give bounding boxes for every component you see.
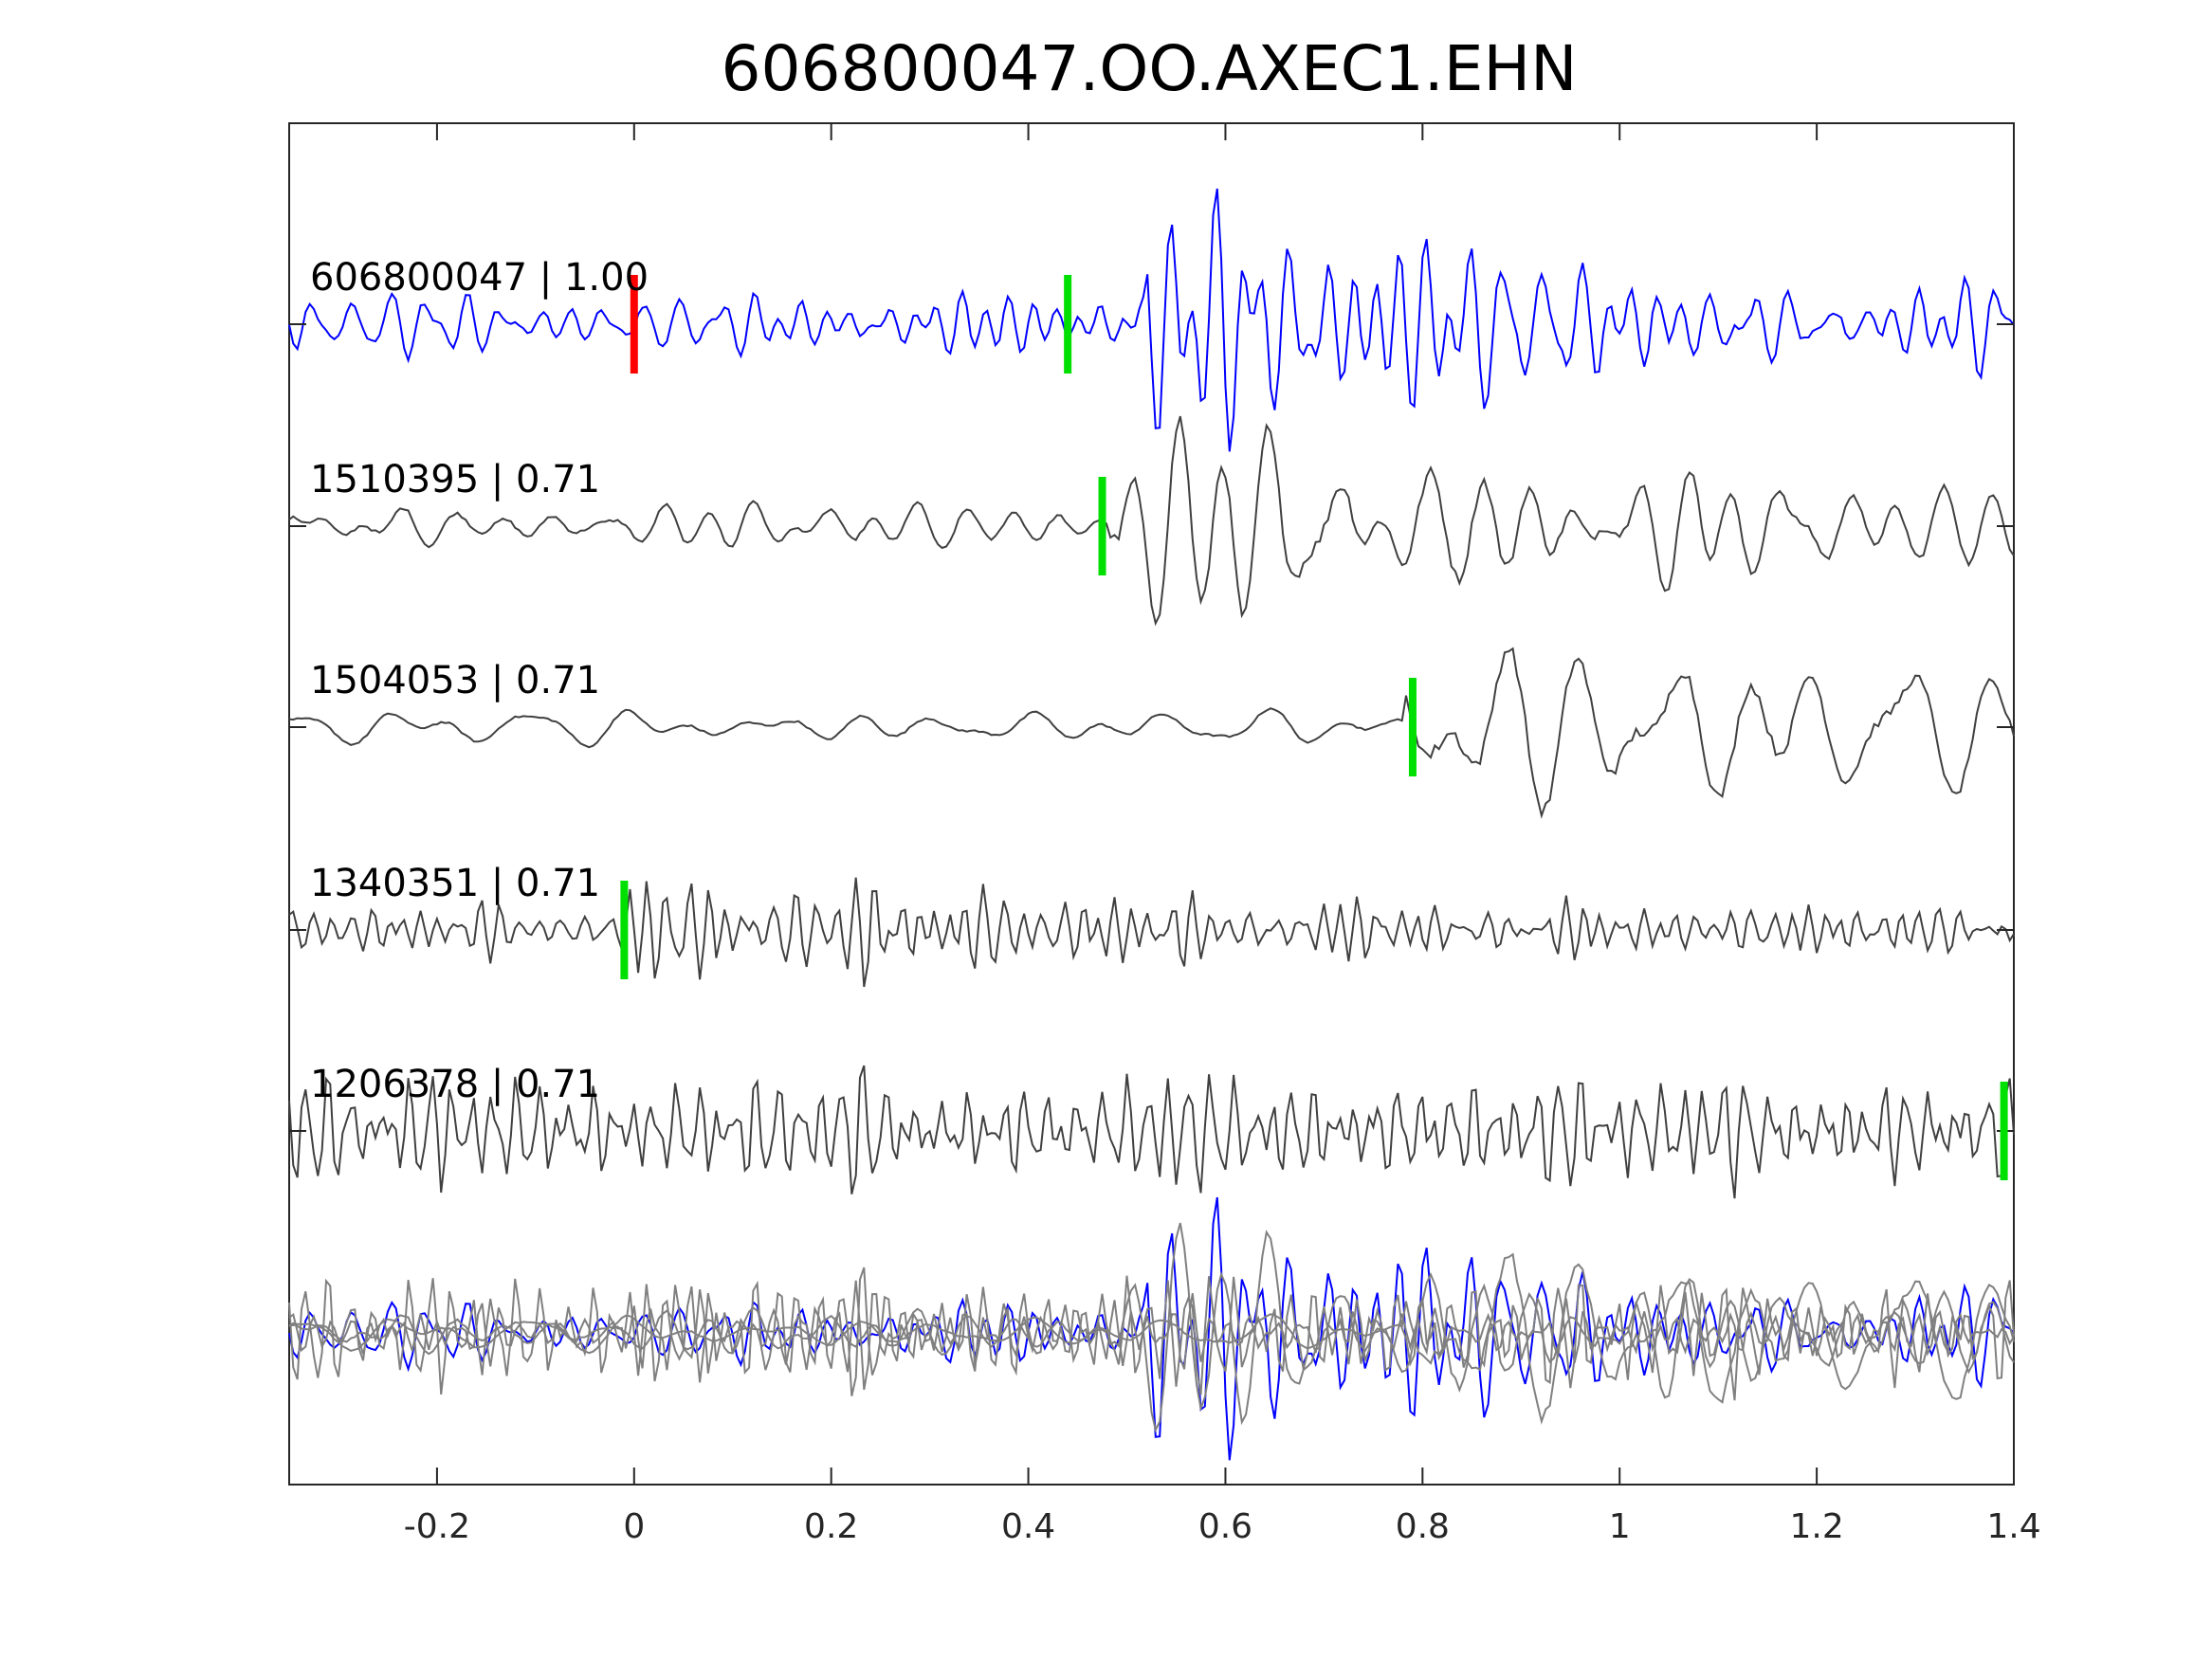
x-tick-label: 1: [1609, 1507, 1631, 1546]
trace-label: 1504053 | 0.71: [310, 659, 600, 702]
x-tick-label: 1.2: [1789, 1507, 1843, 1546]
trace-line: [288, 877, 2015, 988]
overlay-trace-line: [288, 1196, 2015, 1461]
traces: [288, 188, 2015, 1199]
x-tick-label: 0.6: [1198, 1507, 1252, 1546]
plot-area: [288, 122, 2015, 1486]
x-tick-label: 0.2: [804, 1507, 858, 1546]
trace-line: [288, 1065, 2015, 1199]
chart-title: 606800047.OO.AXEC1.EHN: [722, 32, 1578, 105]
x-tick-label: -0.2: [404, 1507, 470, 1546]
overlay-stack: [288, 1196, 2015, 1461]
x-tick-label: 1.4: [1986, 1507, 2040, 1546]
x-axis: -0.2 0 0.2 0.4 0.6 0.8 1 1.2 1.4: [404, 123, 2041, 1546]
trace-label: 606800047 | 1.00: [310, 256, 649, 300]
overlay-trace-line: [288, 1267, 2015, 1401]
x-tick-label: 0.8: [1396, 1507, 1450, 1546]
trace-label: 1206378 | 0.71: [310, 1063, 600, 1106]
trace-label: 1340351 | 0.71: [310, 862, 600, 905]
trace-label: 1510395 | 0.71: [310, 458, 600, 501]
trace-labels: 606800047 | 1.00 1510395 | 0.71 1504053 | …: [310, 256, 649, 1106]
trace-line: [288, 647, 2015, 819]
trace-line: [288, 188, 2015, 452]
trace-line: [288, 415, 2015, 627]
x-tick-label: 0: [623, 1507, 645, 1546]
x-tick-label: 0.4: [1001, 1507, 1055, 1546]
overlay-trace-line: [288, 1280, 2015, 1391]
